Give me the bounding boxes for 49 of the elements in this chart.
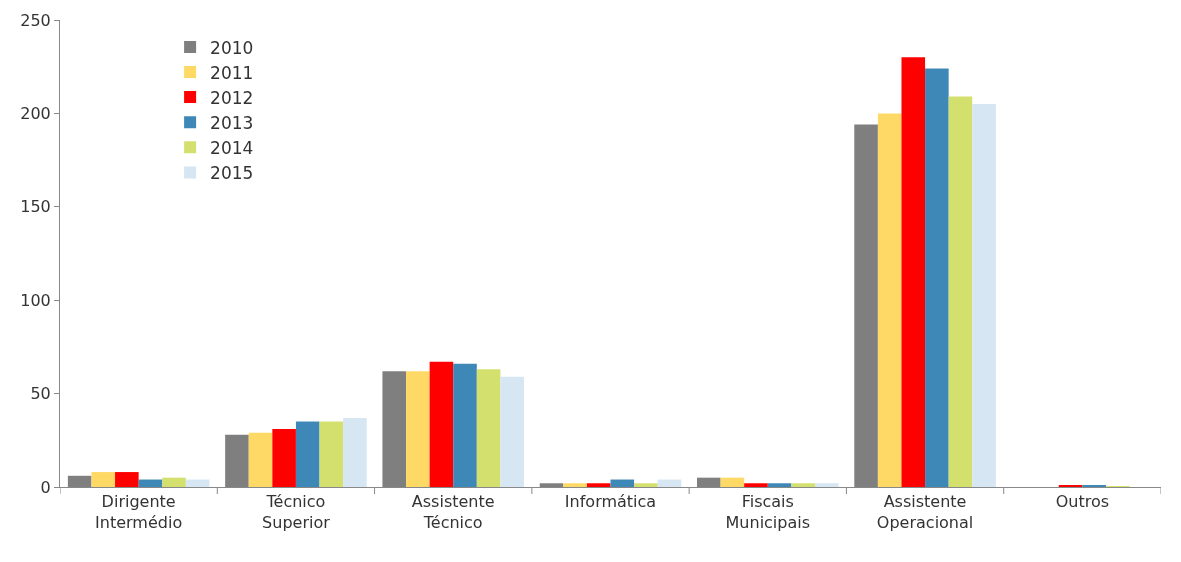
bar xyxy=(138,479,163,487)
bar xyxy=(767,483,792,487)
legend-label: 2012 xyxy=(210,87,254,108)
bar xyxy=(720,477,745,487)
x-tick-label: Assistente Técnico xyxy=(411,492,495,532)
y-tick-label: 200 xyxy=(20,104,51,123)
y-tick-label: 100 xyxy=(20,290,51,310)
bar xyxy=(925,68,949,487)
bar xyxy=(791,483,815,487)
legend-label: 2015 xyxy=(210,163,254,184)
x-tick-label: Outros xyxy=(1055,492,1110,512)
x-tick-label: Dirigente Intermédio xyxy=(95,492,183,532)
y-tick-label: 50 xyxy=(30,384,51,404)
legend-label: 2011 xyxy=(210,62,254,83)
x-tick-label: Técnico Superior xyxy=(262,492,331,532)
bar xyxy=(476,369,501,487)
bar xyxy=(319,421,344,487)
legend-label: 2014 xyxy=(210,137,254,158)
y-tick-label: 250 xyxy=(20,10,51,30)
y-tick-label: 150 xyxy=(20,197,51,217)
x-tick-label: Informática xyxy=(564,492,657,512)
bar xyxy=(901,57,926,487)
bar xyxy=(634,483,658,487)
bar xyxy=(91,472,116,487)
bar xyxy=(406,371,430,487)
y-tick-label: 0 xyxy=(40,477,51,497)
x-tick-label: Assistente Operacional xyxy=(876,492,974,532)
bar xyxy=(586,483,611,487)
bar xyxy=(972,104,996,487)
legend-label: 2010 xyxy=(210,37,254,58)
bar xyxy=(185,479,210,487)
bar xyxy=(500,376,524,487)
bar xyxy=(272,429,296,487)
bar xyxy=(610,479,635,487)
bar xyxy=(115,472,139,487)
bar xyxy=(877,113,902,487)
bar xyxy=(744,483,768,487)
bar xyxy=(453,363,477,487)
bar xyxy=(563,483,587,487)
bar xyxy=(248,432,273,487)
x-tick-label: Fiscais Municipais xyxy=(725,492,811,532)
bar xyxy=(948,96,973,487)
bar xyxy=(295,421,320,487)
bar xyxy=(343,417,367,487)
bar xyxy=(429,361,454,487)
legend-label: 2013 xyxy=(210,112,254,133)
bar xyxy=(814,483,839,487)
bar xyxy=(657,479,682,487)
bar xyxy=(162,477,186,487)
